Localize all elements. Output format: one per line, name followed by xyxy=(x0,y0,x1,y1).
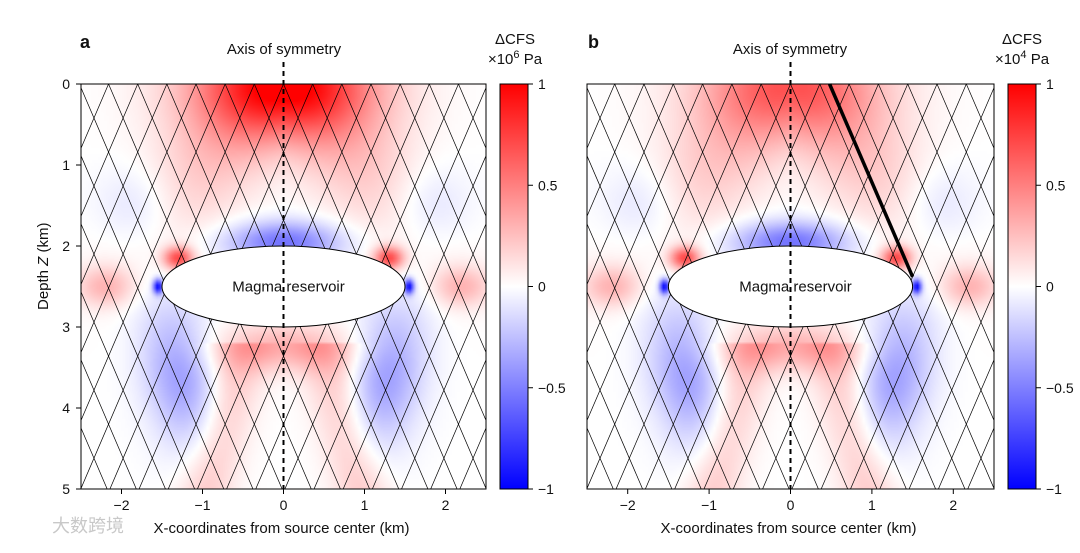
fault-line xyxy=(372,222,486,489)
fault-line xyxy=(81,84,139,218)
x-axis-title: X-coordinates from source center (km) xyxy=(661,520,917,537)
colorbar-tick-label: −0.5 xyxy=(538,380,566,396)
fault-line xyxy=(0,84,21,489)
colorbar-title: ΔCFS xyxy=(1002,31,1042,48)
colorbar-unit: ×106 Pa xyxy=(488,49,543,68)
fault-line xyxy=(81,359,137,489)
fault-line xyxy=(878,84,994,354)
fault-line xyxy=(587,359,643,489)
fault-line xyxy=(401,290,486,489)
watermark: 大数跨境 xyxy=(52,516,124,536)
x-tick-label: 2 xyxy=(442,497,450,513)
reservoir-label: Magma reservoir xyxy=(232,279,345,296)
colorbar xyxy=(499,83,529,490)
fault-line xyxy=(587,154,731,489)
fault-line xyxy=(936,84,994,218)
panel-label: b xyxy=(588,32,599,52)
fault-line xyxy=(81,84,226,422)
fault-line xyxy=(1054,84,1080,489)
panel-b: Magma reservoir −2 −1 0 1 2 b Axis of symmetry X… xyxy=(586,31,1080,537)
x-tick-label: 0 xyxy=(787,497,795,513)
fault-line xyxy=(342,154,486,489)
colorbar-tick-label: 1 xyxy=(1046,76,1054,92)
reservoir-label: Magma reservoir xyxy=(739,279,852,296)
colorbar-tick-label: −1 xyxy=(1046,481,1062,497)
axis-of-symmetry-label: Axis of symmetry xyxy=(733,41,848,58)
fault-line xyxy=(908,291,994,489)
fault-line xyxy=(399,84,486,286)
x-axis-title: X-coordinates from source center (km) xyxy=(154,520,410,537)
fault-line xyxy=(81,154,225,489)
x-tick-label: 2 xyxy=(949,497,957,513)
x-tick-label: 1 xyxy=(868,497,876,513)
fault-line xyxy=(587,84,703,354)
colorbar xyxy=(1007,83,1037,490)
fault-line xyxy=(370,84,486,354)
fault-line xyxy=(430,359,486,489)
fault-line xyxy=(879,222,994,489)
x-tick-label: 1 xyxy=(361,497,369,513)
colorbar-tick-label: 0 xyxy=(1046,279,1054,295)
fault-line xyxy=(587,84,733,422)
y-tick-label: 4 xyxy=(62,400,70,416)
fault-line xyxy=(81,222,195,489)
x-tick-label: −2 xyxy=(114,497,130,513)
axis-of-symmetry-label: Axis of symmetry xyxy=(227,41,342,58)
y-axis-title: Depth Z (km) xyxy=(35,222,52,310)
fault-line xyxy=(587,84,674,286)
x-tick-label: −1 xyxy=(701,497,717,513)
highlighted-fault xyxy=(827,83,915,278)
fault-line xyxy=(341,84,486,422)
y-tick-label: 2 xyxy=(62,238,70,254)
fault-line xyxy=(428,84,486,218)
colorbar-tick-label: −0.5 xyxy=(1046,380,1074,396)
panel-a: Magma reservoir −2 −1 0 1 2 0 1 2 3 4 5 a Axis of sym… xyxy=(0,31,566,537)
fault-line xyxy=(938,359,994,489)
y-tick-label: 1 xyxy=(62,157,70,173)
colorbar-unit: ×104 Pa xyxy=(995,49,1050,68)
fault-line xyxy=(587,84,645,218)
fault-line xyxy=(907,84,994,286)
x-tick-label: 0 xyxy=(280,497,288,513)
colorbar-tick-label: 0.5 xyxy=(1046,177,1066,193)
y-tick-label: 0 xyxy=(62,76,70,92)
x-tick-label: −2 xyxy=(620,497,636,513)
y-tick-label: 5 xyxy=(62,481,70,497)
fault-line xyxy=(81,290,166,489)
x-tick-label: −1 xyxy=(195,497,211,513)
y-tick-label: 3 xyxy=(62,319,70,335)
panel-label: a xyxy=(80,32,91,52)
colorbar-title: ΔCFS xyxy=(495,31,535,48)
fault-line xyxy=(587,222,702,489)
fault-line xyxy=(81,84,168,286)
fault-line xyxy=(848,84,994,422)
fault-line xyxy=(81,84,197,354)
fault-line xyxy=(850,154,994,489)
fault-line xyxy=(587,291,673,489)
colorbar-tick-label: 0 xyxy=(538,279,546,295)
colorbar-tick-label: −1 xyxy=(538,481,554,497)
colorbar-tick-label: 0.5 xyxy=(538,177,558,193)
colorbar-tick-label: 1 xyxy=(538,76,546,92)
